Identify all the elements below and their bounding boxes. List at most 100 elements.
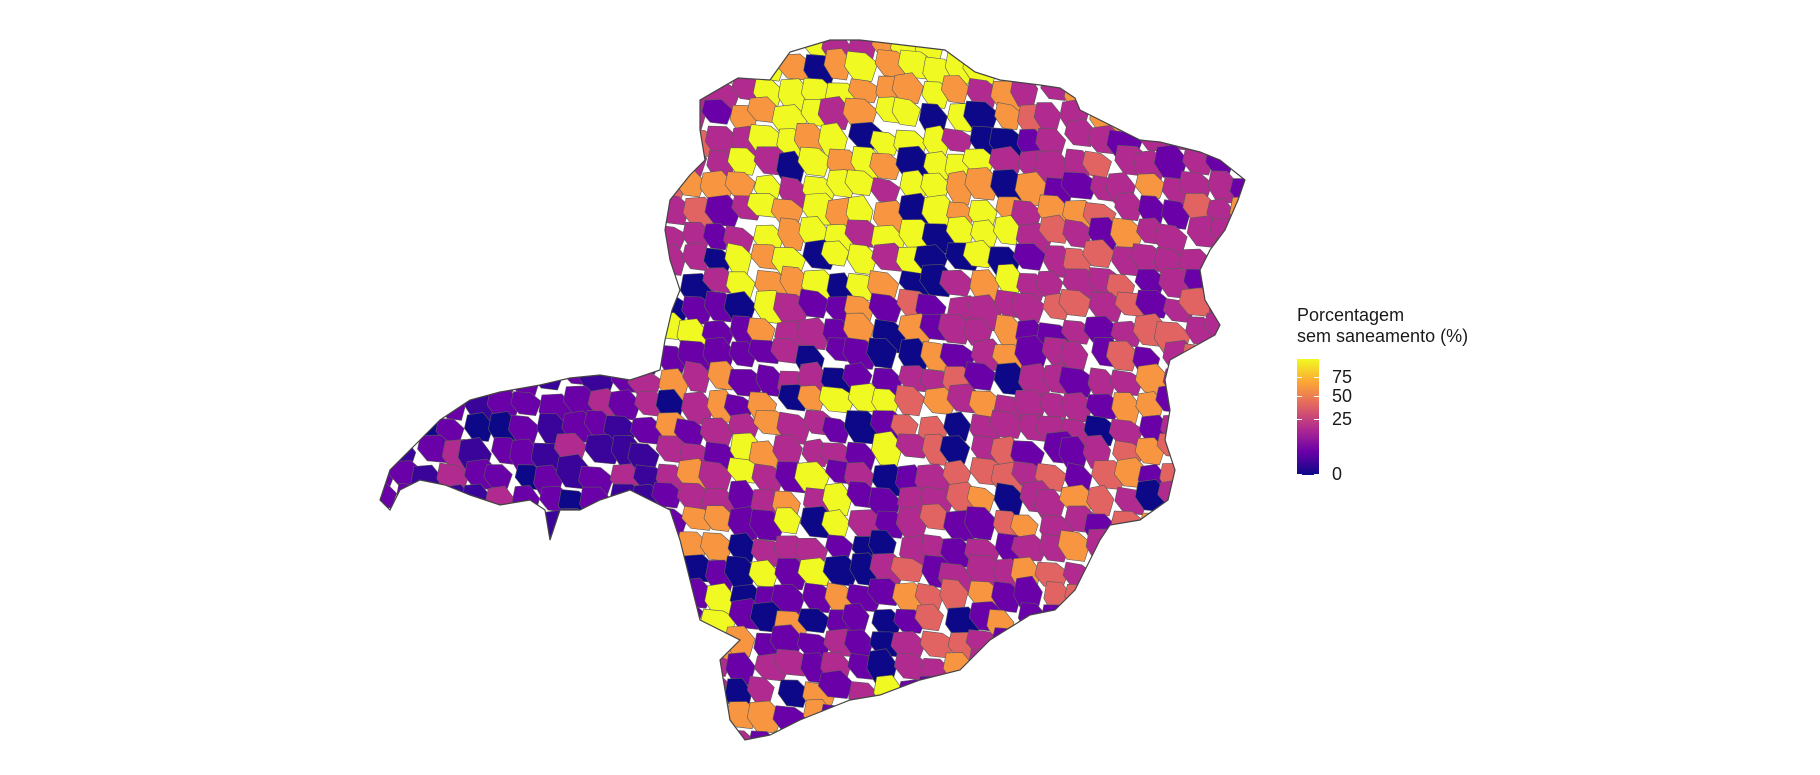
municipality-region — [777, 679, 809, 708]
municipality-region — [440, 40, 478, 63]
municipality-region — [1205, 463, 1239, 493]
municipality-region — [823, 48, 852, 81]
municipality-region — [1089, 631, 1121, 659]
municipality-region — [380, 266, 402, 298]
municipality-region — [1017, 650, 1053, 676]
municipality-region — [561, 171, 592, 199]
municipality-region — [1091, 73, 1121, 99]
municipality-region — [443, 577, 475, 606]
municipality-region — [458, 97, 491, 131]
municipality-region — [461, 677, 495, 707]
municipality-region — [1211, 489, 1245, 516]
municipality-region — [1187, 40, 1223, 56]
municipality-region — [380, 288, 394, 317]
municipality-region — [577, 653, 609, 685]
municipality-region — [391, 675, 421, 706]
municipality-region — [1139, 575, 1173, 608]
municipality-region — [1260, 96, 1287, 125]
municipality-region — [380, 193, 401, 230]
municipality-region — [1161, 79, 1196, 106]
municipality-region — [555, 289, 588, 320]
municipality-region — [460, 126, 492, 157]
municipality-region — [394, 200, 425, 229]
municipality-region — [1107, 623, 1145, 659]
municipality-region — [916, 675, 948, 706]
municipality-region — [530, 40, 564, 58]
municipality-region — [673, 681, 704, 708]
municipality-region — [1232, 600, 1245, 635]
municipality-region — [395, 176, 432, 211]
municipality-region — [532, 553, 565, 584]
municipality-region — [1067, 599, 1100, 633]
municipality-region — [894, 698, 926, 728]
municipality-region — [1012, 632, 1047, 658]
municipality-region — [1010, 534, 1049, 562]
municipality-region — [386, 634, 421, 661]
municipality-region — [460, 317, 494, 351]
municipality-region — [890, 556, 926, 583]
municipality-region — [413, 318, 452, 351]
municipality-region — [610, 199, 644, 236]
municipality-region — [483, 626, 517, 659]
municipality-region — [1260, 467, 1294, 494]
municipality-region — [1183, 457, 1217, 490]
municipality-region — [1156, 575, 1192, 613]
municipality-region — [390, 97, 427, 123]
municipality-region — [411, 49, 442, 81]
municipality-region — [650, 121, 683, 156]
municipality-region — [486, 505, 519, 536]
municipality-region — [1132, 654, 1167, 689]
municipality-region — [537, 535, 575, 571]
municipality-region — [1038, 719, 1076, 740]
municipality-region — [462, 532, 494, 567]
municipality-region — [655, 102, 692, 140]
municipality-region — [578, 151, 613, 184]
municipality-region — [1178, 558, 1208, 593]
municipality-region — [1162, 365, 1197, 396]
municipality-region — [554, 269, 591, 301]
municipality-region — [439, 657, 474, 693]
municipality-region — [1110, 561, 1145, 589]
municipality-region — [539, 675, 573, 706]
municipality-region — [1254, 415, 1287, 443]
municipality-region — [1060, 624, 1098, 656]
legend-tick-label-0: 0 — [1332, 464, 1343, 484]
municipality-region — [559, 73, 590, 101]
municipality-region — [1234, 316, 1245, 343]
municipality-region — [1202, 533, 1232, 560]
municipality-region — [706, 46, 738, 84]
municipality-region — [1060, 171, 1099, 200]
municipality-region — [629, 608, 662, 634]
municipality-region — [539, 78, 570, 110]
municipality-region — [1187, 101, 1221, 135]
municipality-region — [435, 72, 470, 106]
municipality-region — [1209, 388, 1245, 423]
municipality-region — [966, 726, 1000, 740]
municipality-region — [673, 142, 708, 177]
municipality-region — [919, 503, 951, 531]
municipality-region — [380, 394, 398, 424]
municipality-region — [825, 534, 854, 560]
municipality-region — [389, 338, 427, 368]
municipality-region — [1082, 239, 1115, 269]
municipality-region — [434, 681, 470, 715]
municipality-region — [483, 201, 519, 235]
municipality-region — [380, 334, 402, 364]
municipality-region — [512, 271, 543, 305]
municipality-region — [725, 46, 761, 83]
municipality-region — [392, 603, 422, 631]
municipality-region — [844, 50, 879, 82]
municipality-region — [654, 584, 686, 619]
municipality-region — [1159, 506, 1193, 541]
municipality-region — [436, 604, 466, 633]
municipality-region — [635, 199, 666, 235]
municipality-region — [1057, 529, 1091, 562]
municipality-region — [1206, 434, 1235, 465]
municipality-region — [1208, 52, 1237, 80]
municipality-region — [1108, 656, 1145, 685]
municipality-region — [380, 316, 406, 347]
municipality-region — [991, 627, 1026, 652]
municipality-region — [1187, 481, 1224, 514]
municipality-region — [415, 201, 450, 233]
municipality-region — [655, 602, 691, 633]
